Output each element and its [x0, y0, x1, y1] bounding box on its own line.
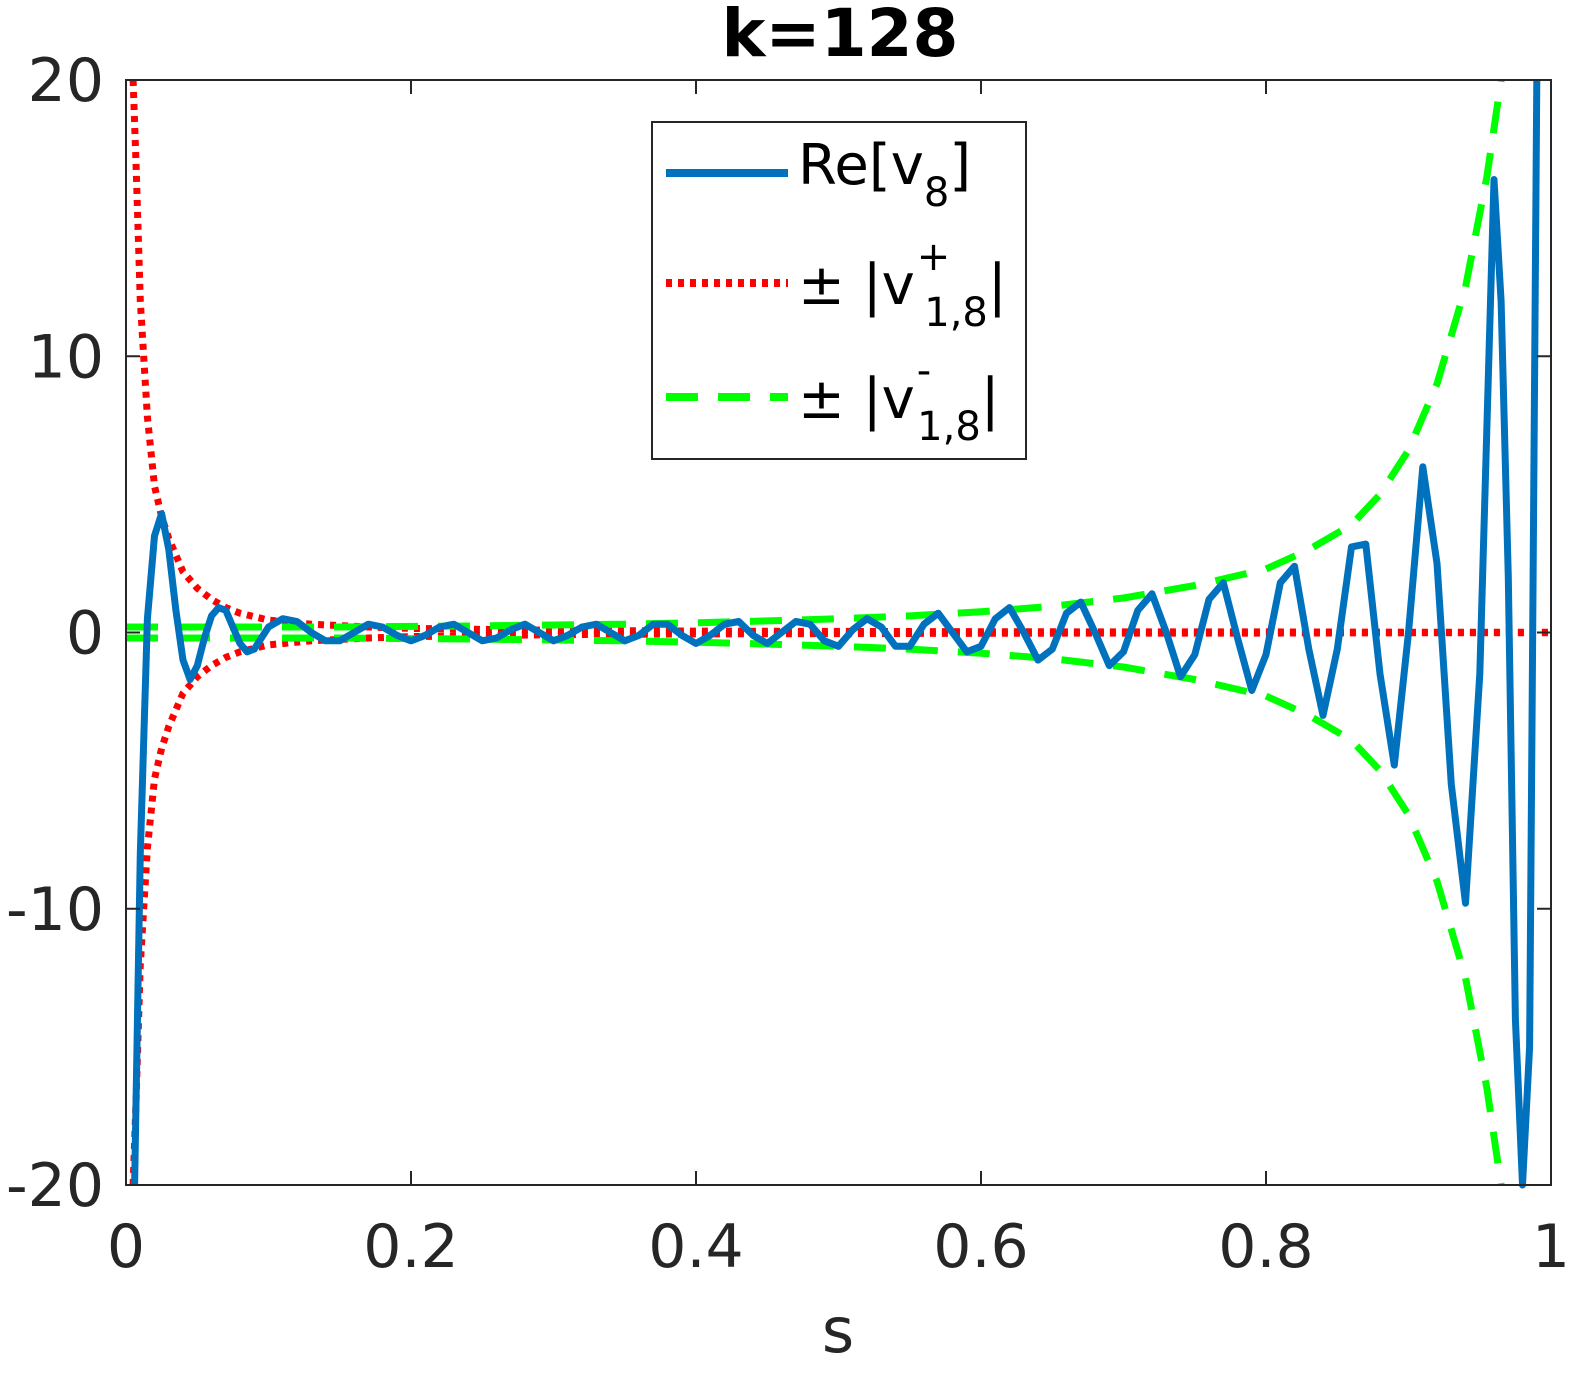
- x-tick-label: 0.2: [363, 1212, 458, 1282]
- y-tick-label: 0: [66, 599, 104, 669]
- legend-entry-3-sub: 1,8: [917, 404, 981, 450]
- legend-entry-2: ± |v+ 1,8|: [798, 234, 1007, 336]
- legend-entry-3-tail: |: [981, 367, 1000, 432]
- legend-entry-1-tail: ]: [949, 133, 971, 198]
- legend-entry-1-sub: 8: [924, 170, 949, 216]
- legend-entry-1-base: Re[v: [798, 133, 924, 198]
- y-tick-label: 10: [28, 322, 104, 392]
- legend-entry-2-base: ± |v: [798, 253, 915, 318]
- series-solid-line: [131, 79, 1541, 1189]
- ticks-layer: 0 0.2 0.4 0.6 0.8 1 -20 -10 0 10 20: [6, 46, 1570, 1282]
- legend-entry-3-base: ± |v: [798, 367, 915, 432]
- legend-box: [651, 121, 1027, 460]
- series-dotted-lower-line: [129, 629, 1551, 1186]
- y-tick-label: -10: [6, 875, 104, 945]
- series-dashed-upper-line: [126, 79, 1505, 631]
- y-tick-label: -20: [6, 1151, 104, 1221]
- legend-entry-2-sub: 1,8: [924, 290, 988, 336]
- x-tick-label: 1: [1532, 1212, 1570, 1282]
- x-tick-label: 0.4: [648, 1212, 743, 1282]
- legend: Re[v8] ± |v+ 1,8| ± |v-1,8|: [651, 121, 1027, 460]
- legend-entry-3: ± |v- 1,8|: [798, 348, 1000, 450]
- series-layer: [126, 79, 1551, 1189]
- x-tick-label: 0.8: [1218, 1212, 1313, 1282]
- legend-entry-2-sup: +: [917, 234, 951, 280]
- x-axis-label: s: [822, 1294, 854, 1367]
- legend-entry-3-sup: -: [917, 348, 931, 394]
- chart-title: k=128: [722, 0, 959, 72]
- legend-entry-1: Re[v8]: [798, 133, 971, 216]
- x-tick-label: 0: [107, 1212, 145, 1282]
- y-tick-label: 20: [28, 46, 104, 116]
- x-tick-label: 0.6: [933, 1212, 1028, 1282]
- legend-entry-2-tail: |: [988, 253, 1007, 318]
